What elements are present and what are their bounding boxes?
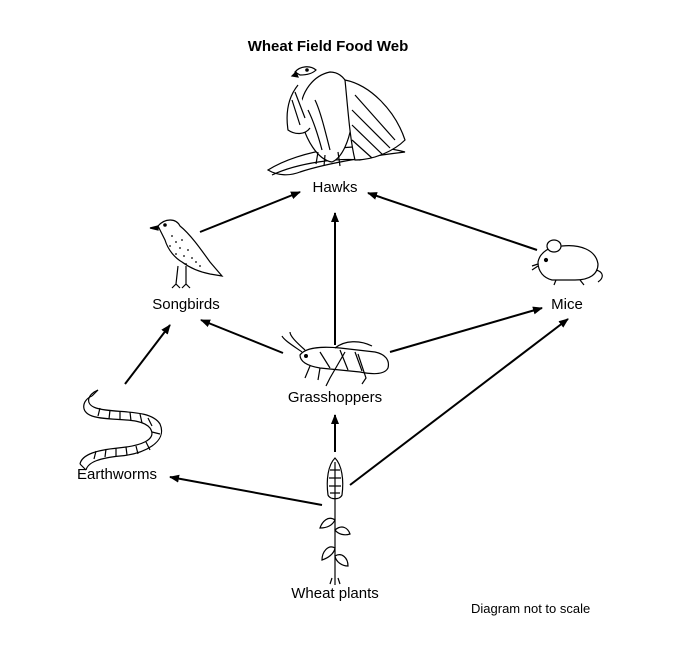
arrow-mice-to-hawks <box>367 192 538 251</box>
arrow-grasshoppers-to-mice <box>389 306 543 353</box>
arrow-wheat-to-earthworms <box>169 474 323 506</box>
songbird-icon <box>149 219 224 289</box>
label-songbirds: Songbirds <box>152 296 220 313</box>
mouse-icon <box>531 239 603 286</box>
arrow-earthworms-to-songbirds <box>124 324 171 385</box>
label-grasshoppers: Grasshoppers <box>287 389 383 406</box>
scale-note: Diagram not to scale <box>471 601 591 616</box>
diagram-title: Wheat Field Food Web <box>247 38 409 55</box>
wheat-plant-icon <box>319 457 351 585</box>
label-mice: Mice <box>551 296 583 313</box>
label-earthworms: Earthworms <box>76 466 158 483</box>
label-wheat-plants: Wheat plants <box>291 585 379 602</box>
label-hawks: Hawks <box>312 179 358 196</box>
grasshopper-icon <box>281 331 390 387</box>
arrow-wheat-to-mice <box>349 318 569 486</box>
earthworm-icon <box>79 389 163 471</box>
arrows <box>124 191 569 506</box>
arrow-songbirds-to-hawks <box>199 191 301 233</box>
hawk-icon <box>266 66 406 176</box>
arrow-grasshoppers-to-songbirds <box>200 319 284 354</box>
